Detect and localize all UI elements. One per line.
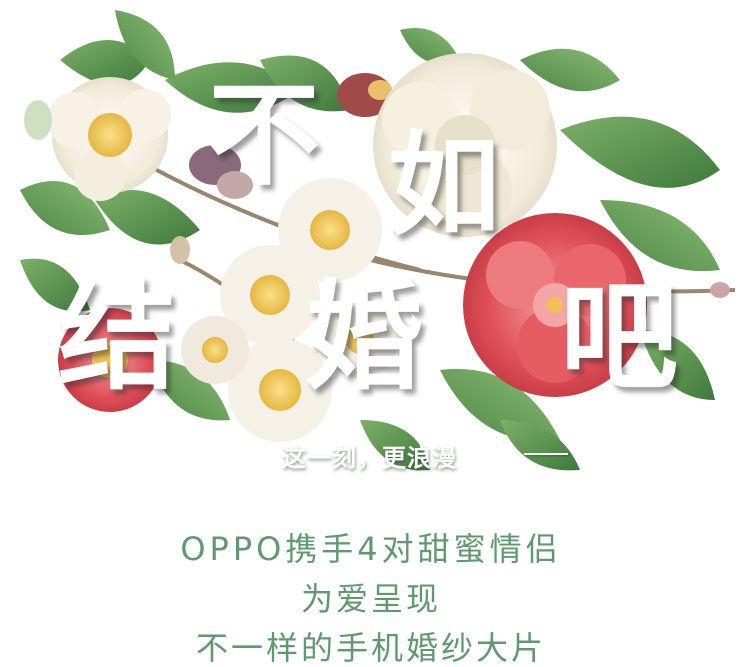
flower-buds — [24, 100, 730, 298]
tagline-dash — [524, 453, 568, 455]
headline-char-2: 如 — [388, 121, 500, 251]
cream-rose-large — [373, 53, 557, 237]
white-camellia-top-left — [47, 77, 171, 201]
headline-char-5: 吧 — [560, 268, 679, 406]
violet-blossoms — [189, 73, 393, 199]
headline-char-1: 不 — [208, 71, 320, 201]
headline-char-4: 婚 — [305, 268, 424, 406]
caption-line-1: OPPO携手4对甜蜜情侣 — [180, 530, 562, 568]
leaves — [20, 10, 720, 471]
narcissus-cluster — [181, 178, 398, 442]
tagline: 这一刻，更浪漫 — [282, 444, 457, 472]
caption-line-3: 不一样的手机婚纱大片 — [195, 629, 546, 667]
caption-line-2: 为爱呈现 — [300, 580, 441, 618]
headline-char-3: 结 — [58, 268, 177, 406]
red-camellia-right — [463, 213, 647, 397]
floral-bouquet-illustration — [20, 10, 736, 471]
red-camellia-left — [58, 308, 162, 412]
